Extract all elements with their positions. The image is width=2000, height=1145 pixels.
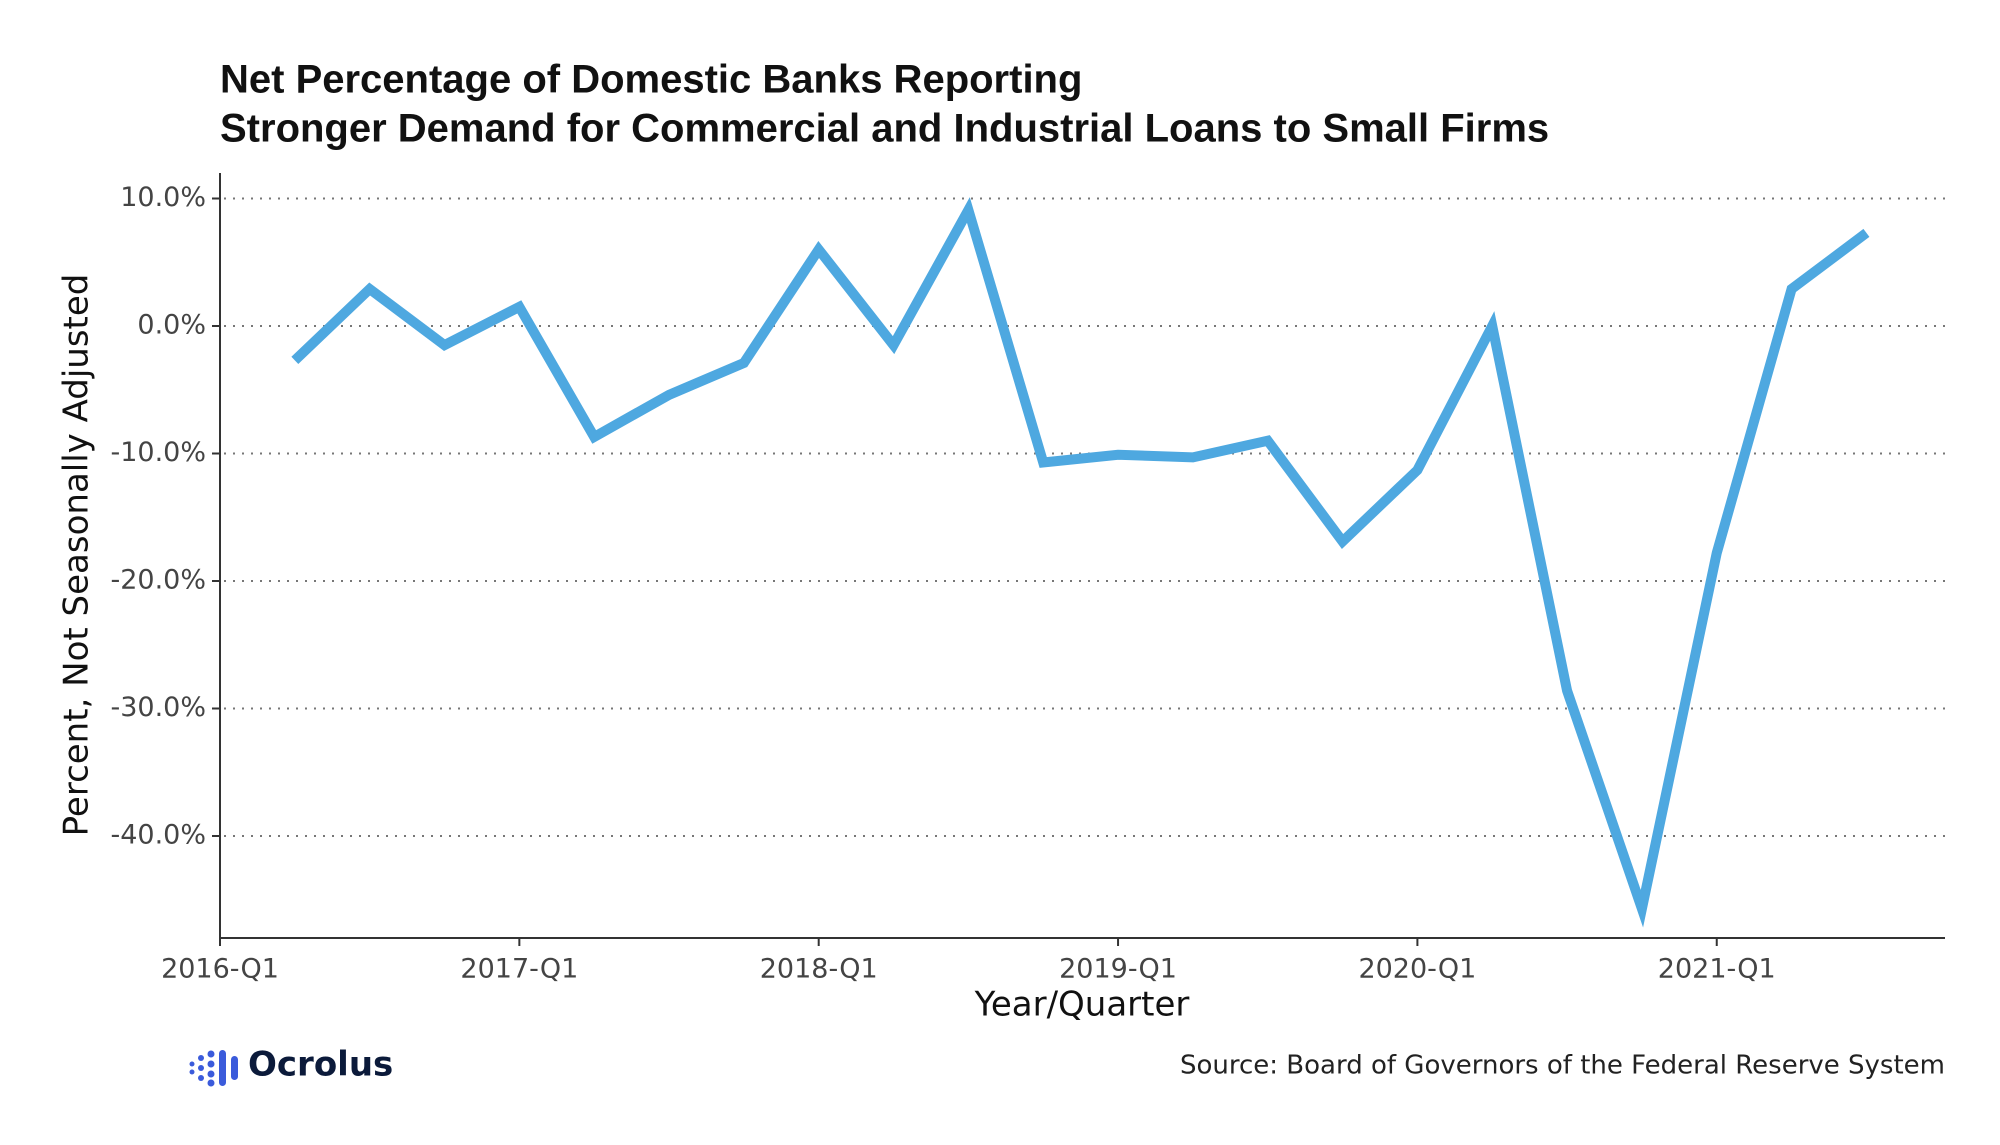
y-tick-label: -40.0% xyxy=(110,820,206,851)
chart-title: Stronger Demand for Commercial and Indus… xyxy=(220,107,1549,151)
y-tick-label: 0.0% xyxy=(137,310,206,341)
y-axis-title: Percent, Not Seasonally Adjusted xyxy=(57,274,97,837)
y-tick-label: -30.0% xyxy=(110,692,206,723)
x-tick-label: 2017-Q1 xyxy=(460,954,578,985)
x-tick-label: 2021-Q1 xyxy=(1658,954,1776,985)
x-tick-label: 2019-Q1 xyxy=(1059,954,1177,985)
x-tick-label: 2018-Q1 xyxy=(760,954,878,985)
chart-title: Net Percentage of Domestic Banks Reporti… xyxy=(220,58,1082,102)
x-axis-title: Year/Quarter xyxy=(974,985,1190,1025)
y-tick-label: -10.0% xyxy=(110,437,206,468)
data-line xyxy=(291,197,1870,928)
x-tick-label: 2020-Q1 xyxy=(1358,954,1476,985)
brand-logo-icon xyxy=(189,1050,238,1087)
y-tick-label: -20.0% xyxy=(110,565,206,596)
brand: Ocrolus xyxy=(248,1045,393,1085)
x-tick-label: 2016-Q1 xyxy=(161,954,279,985)
source: Source: Board of Governors of the Federa… xyxy=(1180,1051,1945,1081)
y-tick-label: 10.0% xyxy=(120,182,206,213)
